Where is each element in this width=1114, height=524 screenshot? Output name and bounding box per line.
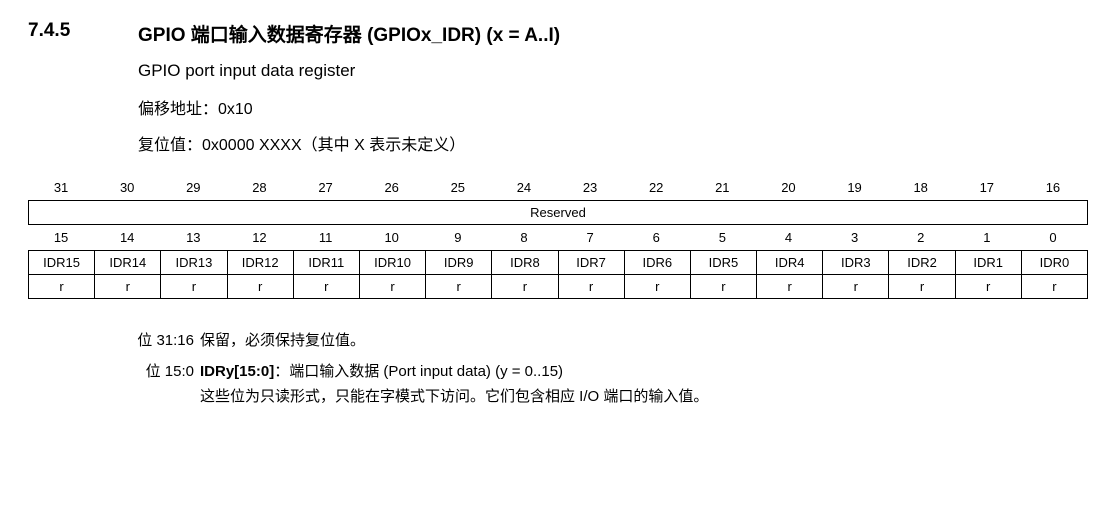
bit-number-cell: 6 xyxy=(623,227,689,248)
desc-text: 保留，必须保持复位值。 xyxy=(200,329,1086,350)
idr-cell: IDR5 xyxy=(691,251,757,274)
desc-text: IDRy[15:0]：端口输入数据 (Port input data) (y =… xyxy=(200,360,1086,406)
bit-number-cell: 23 xyxy=(557,177,623,198)
bit-number-cell: 11 xyxy=(293,227,359,248)
access-cell: r xyxy=(492,275,558,298)
bit-number-cell: 16 xyxy=(1020,177,1086,198)
idr-cell: IDR10 xyxy=(360,251,426,274)
bit-number-cell: 21 xyxy=(689,177,755,198)
idr-cell: IDR15 xyxy=(29,251,95,274)
bit-number-cell: 14 xyxy=(94,227,160,248)
idr-cell: IDR9 xyxy=(426,251,492,274)
desc-bits-label: 位 15:0 xyxy=(126,360,200,406)
desc-field-rest: ：端口输入数据 (Port input data) (y = 0..15) xyxy=(274,363,563,380)
idr-cell: IDR1 xyxy=(956,251,1022,274)
bit-number-cell: 15 xyxy=(28,227,94,248)
section-title: GPIO 端口输入数据寄存器 (GPIOx_IDR) (x = A..I) xyxy=(138,20,560,47)
bit-number-cell: 28 xyxy=(226,177,292,198)
idr-cell: IDR14 xyxy=(95,251,161,274)
bit-number-cell: 12 xyxy=(226,227,292,248)
access-cell: r xyxy=(691,275,757,298)
bit-number-cell: 26 xyxy=(359,177,425,198)
access-cell: r xyxy=(29,275,95,298)
bit-number-cell: 24 xyxy=(491,177,557,198)
bit-number-cell: 27 xyxy=(293,177,359,198)
bit-number-cell: 29 xyxy=(160,177,226,198)
idr-cell: IDR11 xyxy=(294,251,360,274)
bit-number-cell: 5 xyxy=(689,227,755,248)
bit-number-cell: 13 xyxy=(160,227,226,248)
bit-number-cell: 10 xyxy=(359,227,425,248)
bit-number-cell: 8 xyxy=(491,227,557,248)
bit-number-cell: 30 xyxy=(94,177,160,198)
bit-number-cell: 7 xyxy=(557,227,623,248)
access-cell: r xyxy=(956,275,1022,298)
access-cell: r xyxy=(294,275,360,298)
access-cell: r xyxy=(1022,275,1087,298)
desc-sub-text: 这些位为只读形式，只能在字模式下访问。它们包含相应 I/O 端口的输入值。 xyxy=(200,385,1086,406)
section-heading: 7.4.5 GPIO 端口输入数据寄存器 (GPIOx_IDR) (x = A.… xyxy=(28,20,1086,47)
access-cell: r xyxy=(823,275,889,298)
bit-number-cell: 19 xyxy=(822,177,888,198)
bit-numbers-low: 1514131211109876543210 xyxy=(28,227,1086,248)
idr-cell: IDR6 xyxy=(625,251,691,274)
idr-cell: IDR7 xyxy=(559,251,625,274)
access-cell: r xyxy=(161,275,227,298)
desc-reserved: 位 31:16 保留，必须保持复位值。 xyxy=(126,329,1086,350)
bit-number-cell: 1 xyxy=(954,227,1020,248)
section-number: 7.4.5 xyxy=(28,20,98,47)
idr-cell: IDR4 xyxy=(757,251,823,274)
subtitle: GPIO port input data register xyxy=(138,61,1086,81)
access-cell: r xyxy=(625,275,691,298)
bit-number-cell: 18 xyxy=(888,177,954,198)
desc-field-name: IDRy[15:0] xyxy=(200,363,274,380)
access-cell: r xyxy=(889,275,955,298)
bit-number-cell: 17 xyxy=(954,177,1020,198)
access-cell: r xyxy=(757,275,823,298)
offset-address: 偏移地址：0x10 xyxy=(138,95,1086,119)
access-cell: r xyxy=(426,275,492,298)
access-cell: r xyxy=(559,275,625,298)
reserved-cell: Reserved xyxy=(29,201,1087,224)
bit-number-cell: 3 xyxy=(822,227,888,248)
idr-cell: IDR12 xyxy=(228,251,294,274)
bit-numbers-high: 31302928272625242322212019181716 xyxy=(28,177,1086,198)
bit-number-cell: 20 xyxy=(755,177,821,198)
access-cell: r xyxy=(228,275,294,298)
access-cell: r xyxy=(95,275,161,298)
reset-value: 复位值：0x0000 XXXX（其中 X 表示未定义） xyxy=(138,131,1086,155)
bit-number-cell: 22 xyxy=(623,177,689,198)
idr-cell: IDR2 xyxy=(889,251,955,274)
idr-field-row: IDR15IDR14IDR13IDR12IDR11IDR10IDR9IDR8ID… xyxy=(28,250,1088,275)
idr-cell: IDR0 xyxy=(1022,251,1087,274)
idr-cell: IDR13 xyxy=(161,251,227,274)
idr-cell: IDR3 xyxy=(823,251,889,274)
desc-idry: 位 15:0 IDRy[15:0]：端口输入数据 (Port input dat… xyxy=(126,360,1086,406)
bit-number-cell: 4 xyxy=(755,227,821,248)
bit-number-cell: 31 xyxy=(28,177,94,198)
reserved-row: Reserved xyxy=(28,200,1088,225)
bit-number-cell: 25 xyxy=(425,177,491,198)
desc-bits-label: 位 31:16 xyxy=(126,329,200,350)
access-cell: r xyxy=(360,275,426,298)
bit-number-cell: 0 xyxy=(1020,227,1086,248)
idr-cell: IDR8 xyxy=(492,251,558,274)
register-table: 31302928272625242322212019181716 Reserve… xyxy=(28,177,1086,299)
access-row: rrrrrrrrrrrrrrrr xyxy=(28,275,1088,299)
bit-number-cell: 9 xyxy=(425,227,491,248)
bit-number-cell: 2 xyxy=(888,227,954,248)
bit-descriptions: 位 31:16 保留，必须保持复位值。 位 15:0 IDRy[15:0]：端口… xyxy=(126,329,1086,406)
